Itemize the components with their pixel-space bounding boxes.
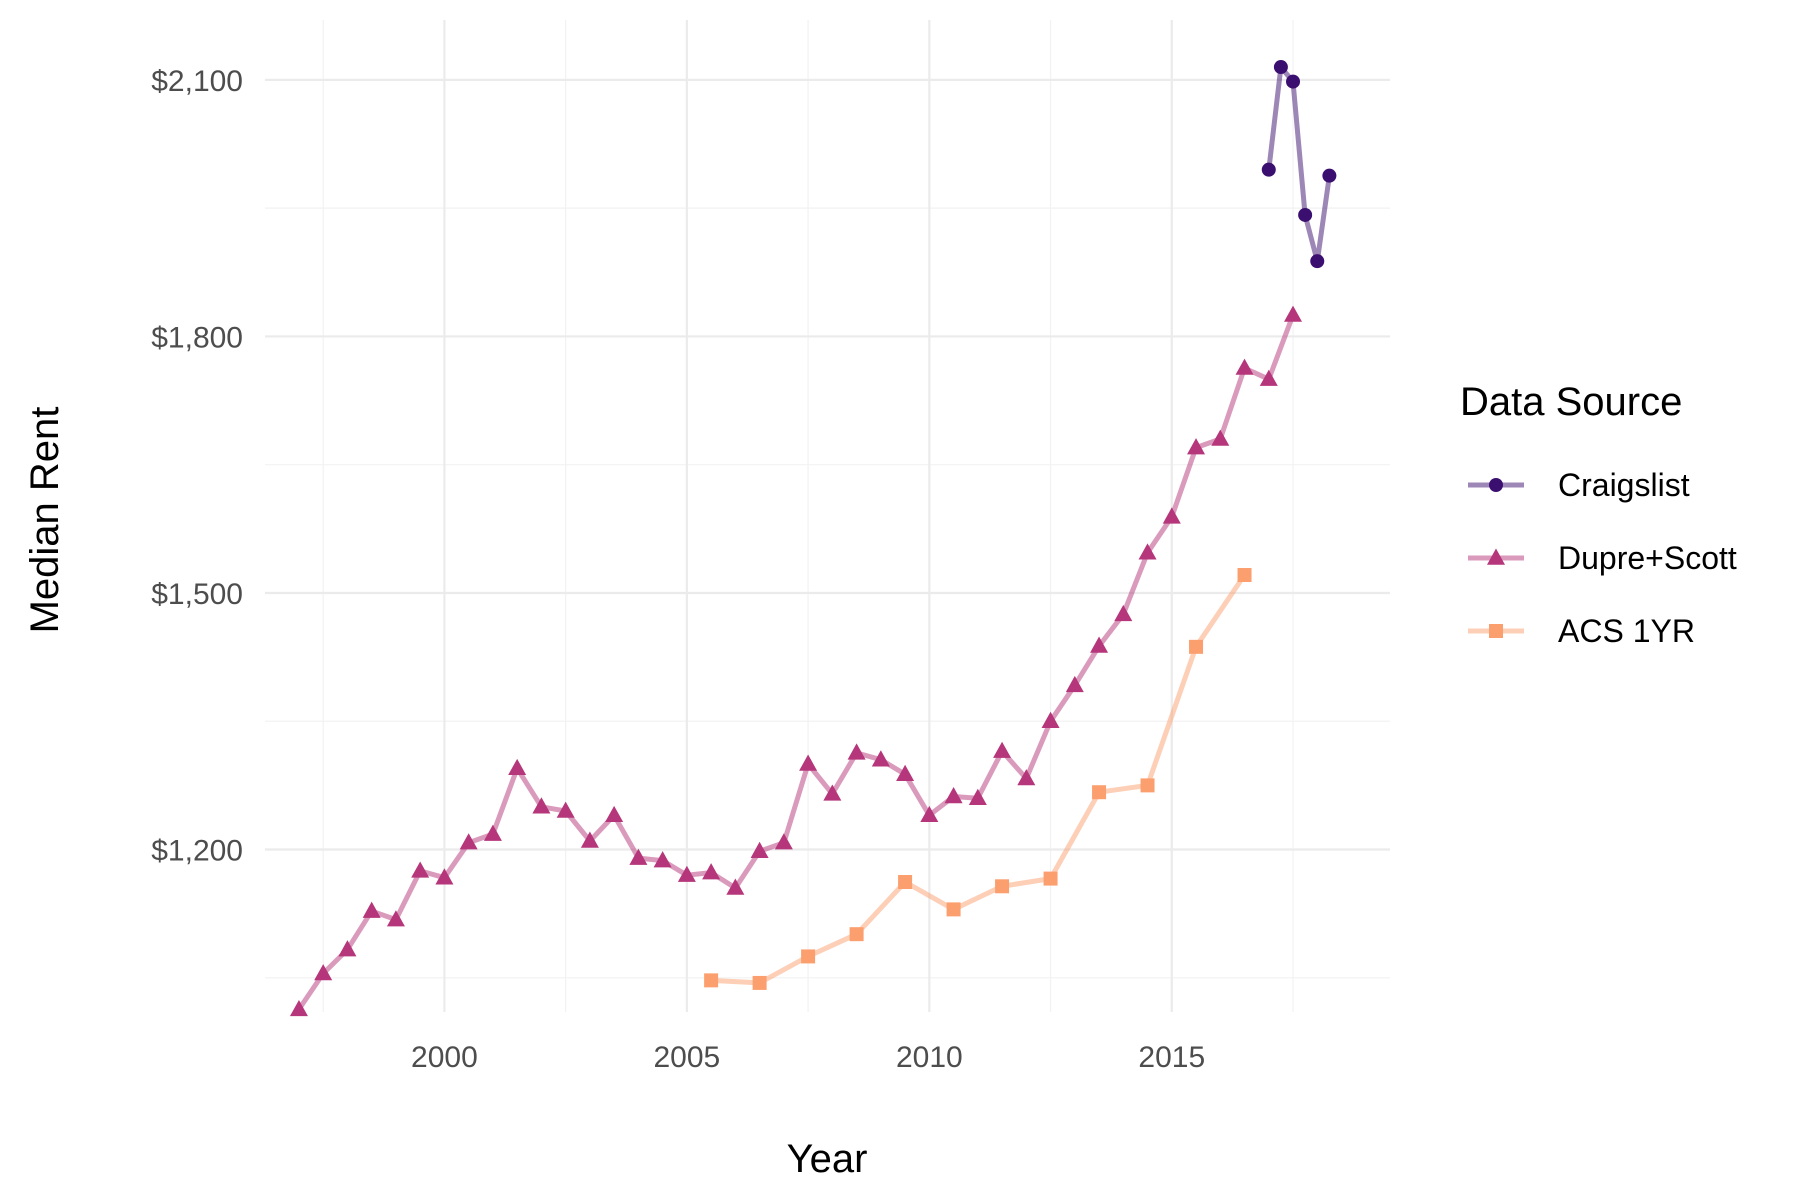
data-point-dupre-scott <box>726 878 745 895</box>
legend-label: Dupre+Scott <box>1558 540 1737 576</box>
y-tick-label: $1,800 <box>151 321 243 354</box>
data-point-dupre-scott <box>532 797 551 814</box>
data-point-acs-1yr <box>995 879 1010 894</box>
legend-item-craigslist: Craigslist <box>1468 467 1690 503</box>
x-axis-title: Year <box>787 1137 868 1181</box>
data-point-dupre-scott <box>556 801 575 818</box>
x-tick-label: 2000 <box>411 1041 478 1074</box>
data-point-dupre-scott <box>1211 429 1230 446</box>
data-point-dupre-scott <box>435 868 454 885</box>
series-line-dupre-scott <box>296 312 1296 1012</box>
data-point-dupre-scott <box>653 851 672 868</box>
data-point-dupre-scott <box>871 750 890 767</box>
data-point-dupre-scott <box>1138 543 1157 560</box>
data-point-acs-1yr <box>898 875 913 890</box>
data-point-dupre-scott <box>314 964 333 981</box>
data-point-dupre-scott <box>580 831 599 848</box>
legend-key-marker <box>1489 478 1503 492</box>
series-acs-1yr <box>704 568 1252 990</box>
data-point-dupre-scott <box>483 824 502 841</box>
data-point-dupre-scott <box>1235 358 1254 375</box>
data-point-dupre-scott <box>338 940 357 957</box>
grid-major <box>265 20 1390 1012</box>
y-tick-label: $2,100 <box>151 65 243 98</box>
data-point-acs-1yr <box>849 927 864 942</box>
data-point-dupre-scott <box>1187 438 1206 455</box>
data-point-dupre-scott <box>896 764 915 782</box>
data-point-dupre-scott <box>1041 711 1060 728</box>
data-point-dupre-scott <box>1090 636 1109 653</box>
data-point-acs-1yr <box>1043 871 1058 886</box>
data-point-craigslist <box>1298 207 1313 222</box>
data-point-dupre-scott <box>847 743 866 760</box>
data-point-dupre-scott <box>629 848 648 865</box>
data-point-dupre-scott <box>386 910 405 927</box>
series-dupre-scott <box>289 305 1303 1017</box>
legend-title: Data Source <box>1460 380 1682 424</box>
data-point-dupre-scott <box>508 758 527 776</box>
data-point-acs-1yr <box>946 902 961 917</box>
data-point-dupre-scott <box>1259 369 1278 386</box>
data-point-dupre-scott <box>750 841 769 858</box>
data-point-dupre-scott <box>968 788 987 805</box>
legend-item-dupre-scott: Dupre+Scott <box>1468 540 1737 576</box>
data-point-dupre-scott <box>799 754 818 771</box>
data-point-acs-1yr <box>704 973 719 988</box>
y-tick-label: $1,200 <box>151 835 243 868</box>
data-point-craigslist <box>1286 74 1301 89</box>
data-point-acs-1yr <box>1237 568 1252 583</box>
data-point-dupre-scott <box>362 901 381 918</box>
legend-items: Craigslist Dupre+Scott ACS 1YR <box>1468 467 1737 649</box>
data-point-acs-1yr <box>801 949 816 964</box>
data-point-dupre-scott <box>774 833 793 850</box>
data-point-acs-1yr <box>1189 639 1204 654</box>
data-point-craigslist <box>1261 162 1276 177</box>
series-craigslist <box>1261 60 1337 269</box>
x-tick-labels: 2000 2005 2010 2015 <box>411 1041 1205 1074</box>
data-point-dupre-scott <box>459 833 478 850</box>
x-tick-label: 2010 <box>896 1041 963 1074</box>
data-point-dupre-scott <box>289 999 308 1017</box>
legend-key-marker <box>1487 548 1505 565</box>
series-line-acs-1yr <box>708 572 1247 986</box>
data-point-dupre-scott <box>993 741 1012 758</box>
data-point-dupre-scott <box>1114 604 1133 622</box>
data-point-dupre-scott <box>1065 675 1084 693</box>
y-tick-labels: $1,200 $1,500 $1,800 $2,100 <box>151 65 243 868</box>
data-point-acs-1yr <box>1140 778 1155 793</box>
y-tick-label: $1,500 <box>151 578 243 611</box>
x-tick-label: 2005 <box>654 1041 721 1074</box>
data-point-craigslist <box>1322 168 1337 183</box>
data-point-acs-1yr <box>1092 785 1107 800</box>
data-point-dupre-scott <box>1162 507 1181 524</box>
data-point-dupre-scott <box>702 863 721 880</box>
data-point-dupre-scott <box>677 865 696 882</box>
data-point-dupre-scott <box>920 805 939 823</box>
data-point-craigslist <box>1273 60 1288 75</box>
data-point-dupre-scott <box>823 784 842 801</box>
legend-key-marker <box>1489 624 1503 638</box>
data-point-dupre-scott <box>1017 769 1036 786</box>
series-line-craigslist <box>1266 64 1332 264</box>
data-point-craigslist <box>1310 254 1325 269</box>
y-axis-title: Median Rent <box>23 407 67 634</box>
legend-item-acs-1yr: ACS 1YR <box>1468 613 1695 649</box>
legend-label: Craigslist <box>1558 467 1690 503</box>
legend-label: ACS 1YR <box>1558 613 1695 649</box>
x-tick-label: 2015 <box>1138 1041 1205 1074</box>
data-point-acs-1yr <box>752 975 767 990</box>
data-point-dupre-scott <box>944 787 963 804</box>
data-point-dupre-scott <box>411 861 430 878</box>
grid-minor <box>265 20 1390 1012</box>
series-layer <box>289 60 1337 1017</box>
data-point-dupre-scott <box>605 805 624 823</box>
data-point-dupre-scott <box>1284 305 1303 322</box>
legend: Data Source Craigslist Dupre+Scott ACS 1YR <box>1460 380 1737 649</box>
